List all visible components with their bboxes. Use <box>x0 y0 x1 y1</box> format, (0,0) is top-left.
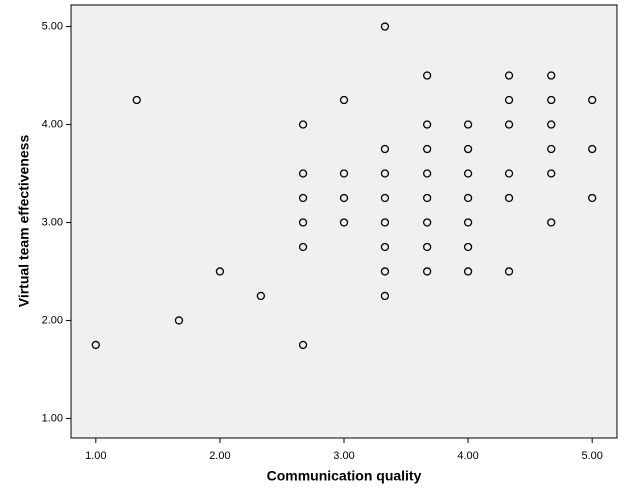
point <box>463 218 473 227</box>
point <box>504 95 514 105</box>
point <box>463 169 473 178</box>
point <box>298 242 308 252</box>
x-tick-label: 4.00 <box>457 450 478 462</box>
point <box>339 193 349 203</box>
y-tick-label: 1.00 <box>42 412 63 424</box>
y-tick-label: 5.00 <box>42 20 63 32</box>
point <box>422 267 432 276</box>
point <box>422 193 432 203</box>
point <box>298 193 308 203</box>
point <box>380 291 390 301</box>
point <box>463 120 473 129</box>
point <box>339 218 349 227</box>
point <box>547 169 556 178</box>
point <box>380 267 390 276</box>
point <box>463 144 473 154</box>
point <box>298 340 308 350</box>
point <box>256 291 266 301</box>
x-tick-label: 5.00 <box>581 450 602 462</box>
point <box>215 267 225 276</box>
point <box>547 71 556 80</box>
point <box>463 242 473 252</box>
point <box>380 144 390 154</box>
point <box>422 242 432 252</box>
point <box>422 144 432 154</box>
point <box>547 218 556 227</box>
point <box>380 193 390 203</box>
point <box>298 169 308 178</box>
point <box>91 340 100 350</box>
point <box>422 120 432 129</box>
point <box>422 71 432 80</box>
x-tick-label: 3.00 <box>333 450 354 462</box>
point <box>174 316 184 325</box>
point <box>588 95 597 105</box>
point <box>422 169 432 178</box>
y-axis-title: Virtual team effectiveness <box>16 135 32 308</box>
x-tick-label: 1.00 <box>85 450 106 462</box>
point <box>547 95 556 105</box>
point <box>504 267 514 276</box>
point <box>298 120 308 129</box>
point <box>380 22 390 31</box>
point <box>380 169 390 178</box>
y-tick-label: 2.00 <box>42 314 63 326</box>
point <box>298 218 308 227</box>
point <box>504 193 514 203</box>
point <box>547 144 556 154</box>
point <box>547 120 556 129</box>
x-tick-label: 2.00 <box>209 450 230 462</box>
point <box>588 193 597 203</box>
point <box>132 95 141 105</box>
point <box>380 218 390 227</box>
point <box>339 169 349 178</box>
point <box>504 169 514 178</box>
point <box>463 193 473 203</box>
y-tick-label: 3.00 <box>42 216 63 228</box>
point <box>463 267 473 276</box>
point <box>504 71 514 80</box>
plot-area <box>70 4 618 439</box>
x-axis-title: Communication quality <box>267 468 422 484</box>
y-tick-label: 4.00 <box>42 118 63 130</box>
point <box>339 95 349 105</box>
point <box>504 120 514 129</box>
point <box>380 242 390 252</box>
point <box>422 218 432 227</box>
point <box>588 144 597 154</box>
